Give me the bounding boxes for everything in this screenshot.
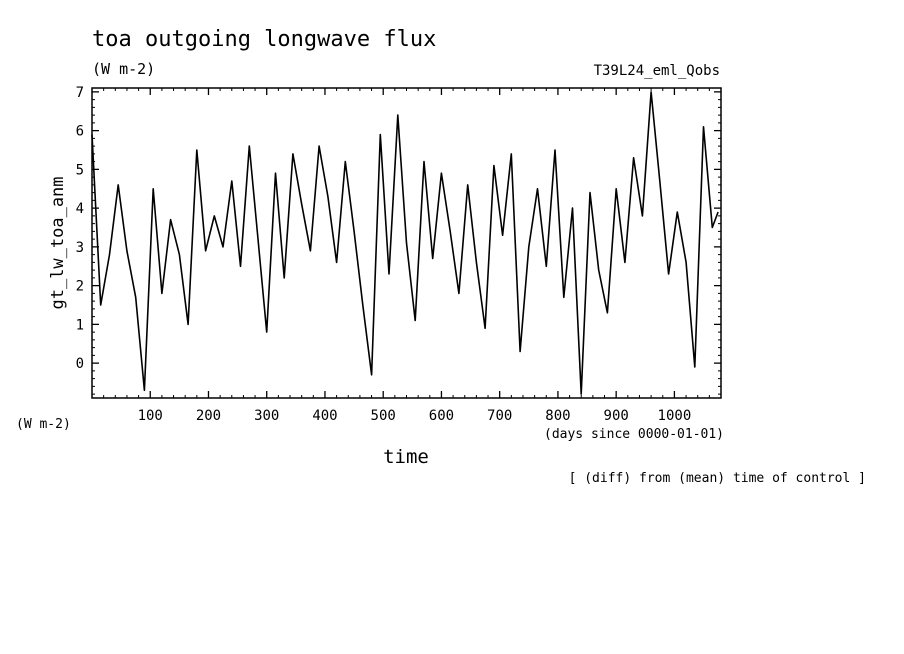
y-axis-label: gt_lw_toa_anm [48, 176, 68, 309]
y-tick-label: 3 [76, 240, 84, 256]
x-tick-label: 200 [196, 408, 221, 424]
series-line [91, 91, 719, 395]
footnote: [ (diff) from (mean) time of control ] [569, 471, 866, 486]
x-tick-label: 900 [604, 408, 629, 424]
x-tick-label: 1000 [658, 408, 692, 424]
x-tick-label: 400 [312, 408, 337, 424]
minor-ticks [92, 88, 721, 398]
x-axis-units: (days since 0000-01-01) [544, 427, 724, 442]
y-tick-label: 1 [76, 317, 84, 333]
x-axis-label: time [383, 446, 429, 468]
y-tick-label: 5 [76, 162, 84, 178]
experiment-label: T39L24_eml_Qobs [594, 63, 720, 79]
x-tick-label: 600 [429, 408, 454, 424]
chart-units: (W m-2) [92, 60, 155, 78]
y-axis-units: (W m-2) [16, 417, 71, 432]
x-tick-label: 700 [487, 408, 512, 424]
x-tick-label: 800 [545, 408, 570, 424]
y-tick-label: 0 [76, 356, 84, 372]
x-tick-label: 300 [254, 408, 279, 424]
y-tick-label: 6 [76, 124, 84, 140]
x-tick-label: 100 [138, 408, 163, 424]
chart-title: toa outgoing longwave flux [92, 27, 436, 52]
x-axis-ticks: 100 200 300 400 500 600 700 800 900 1000 [138, 88, 692, 424]
x-tick-label: 500 [371, 408, 396, 424]
y-tick-label: 2 [76, 279, 84, 295]
y-tick-label: 4 [76, 201, 84, 217]
y-tick-label: 7 [76, 85, 84, 101]
